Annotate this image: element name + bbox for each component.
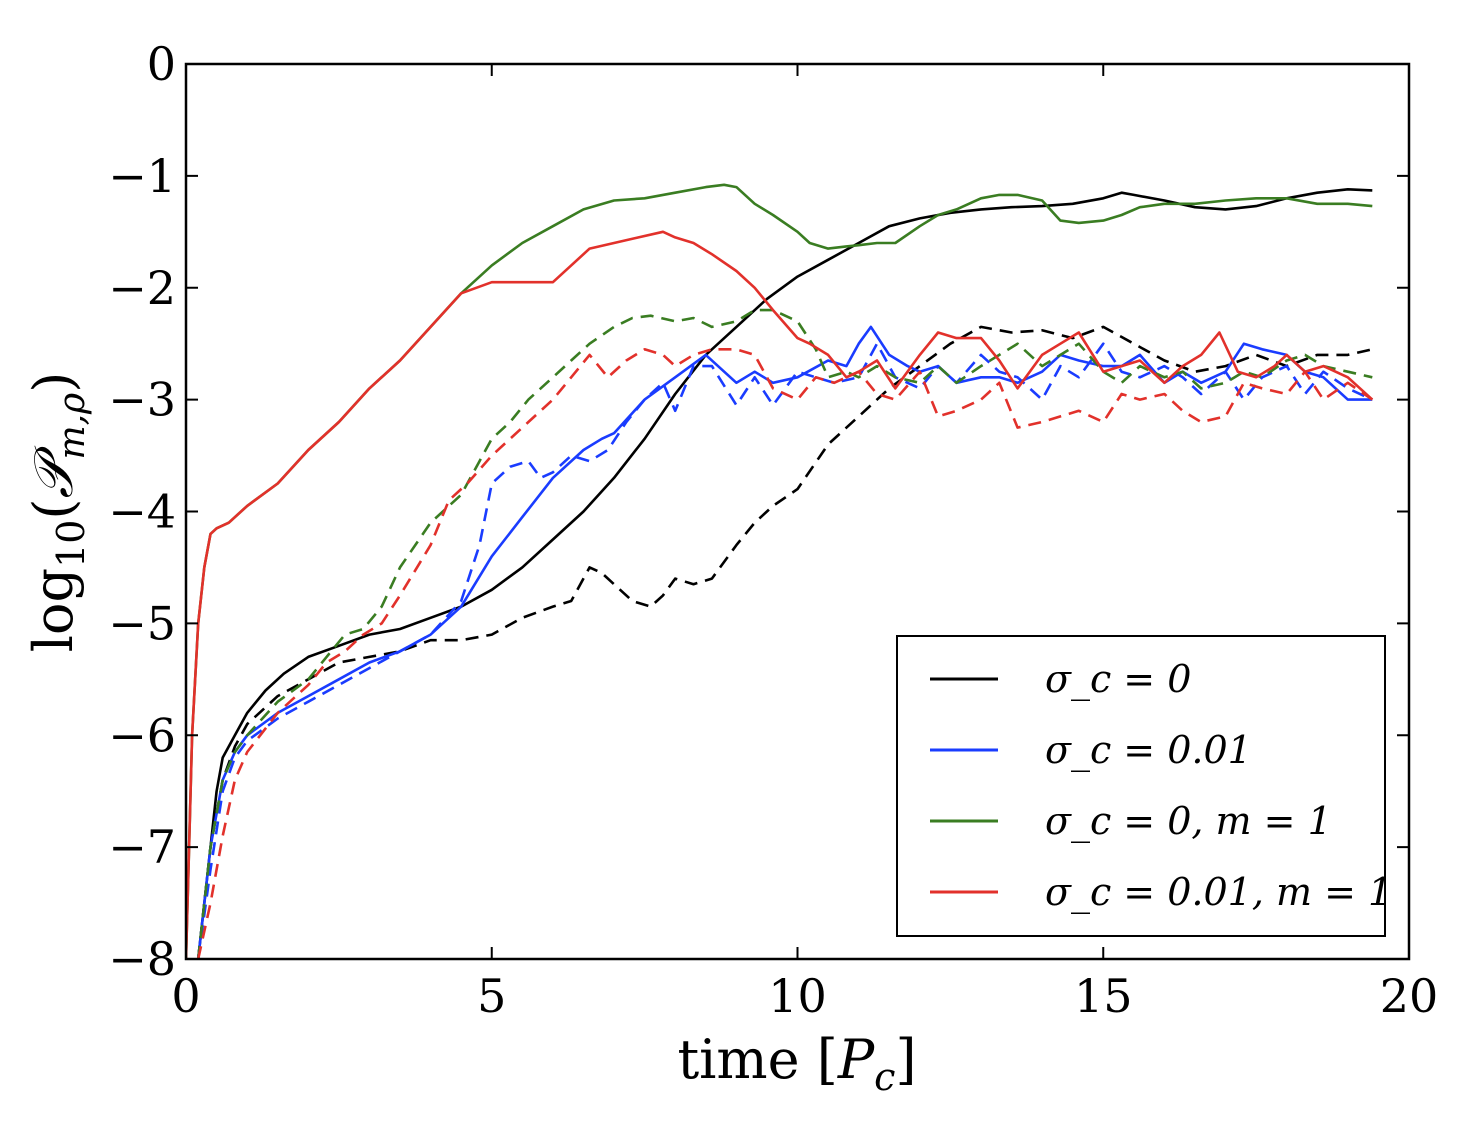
y-tick-label: −7 (108, 820, 176, 874)
x-tick-label: 0 (171, 969, 200, 1023)
legend-items: σ_c = 0 σ_c = 0.01 σ_c = 0, m = 1 σ_c = 0.0… (930, 657, 1392, 915)
y-tick-label: −1 (108, 149, 176, 203)
y-tick-label: 0 (147, 37, 176, 91)
series-line-1-dashed (196, 325, 1373, 959)
x-tick-label: 15 (1074, 969, 1133, 1023)
legend-item-label: σ_c = 0.01, m = 1 (1045, 870, 1392, 915)
y-tick-label: −6 (108, 708, 176, 762)
series-line-0-solid (196, 188, 1373, 959)
legend: σ_c = 0 σ_c = 0.01 σ_c = 0, m = 1 σ_c = 0.0… (896, 635, 1392, 937)
legend-item-label: σ_c = 0.01 (1045, 728, 1252, 773)
y-tick-label: −3 (108, 373, 176, 427)
ticks-layer: 0 5 10 15 20 0 −1 −2 −3 −4 −5 −6 −7 −8 (108, 37, 1438, 1023)
legend-item-label: σ_c = 0, m = 1 (1045, 799, 1332, 844)
y-axis-label: log10(𝒫m,ρ) (22, 372, 93, 653)
series-layer (186, 183, 1374, 959)
y-tick-label: −5 (108, 596, 176, 650)
x-tick-label: 10 (768, 969, 827, 1023)
y-tick-label: −2 (108, 261, 176, 315)
series-line-3-dashed (196, 342, 1373, 959)
y-tick-label: −4 (108, 485, 176, 539)
legend-box (896, 635, 1386, 937)
series-line-5-dashed (196, 308, 1373, 959)
y-tick-label: −8 (108, 932, 176, 986)
x-tick-label: 20 (1380, 969, 1439, 1023)
legend-item-label: σ_c = 0 (1045, 657, 1191, 702)
x-tick-label: 5 (477, 969, 506, 1023)
series-line-6-solid (186, 230, 1374, 959)
x-axis-label: time [Pc] (677, 1028, 916, 1099)
